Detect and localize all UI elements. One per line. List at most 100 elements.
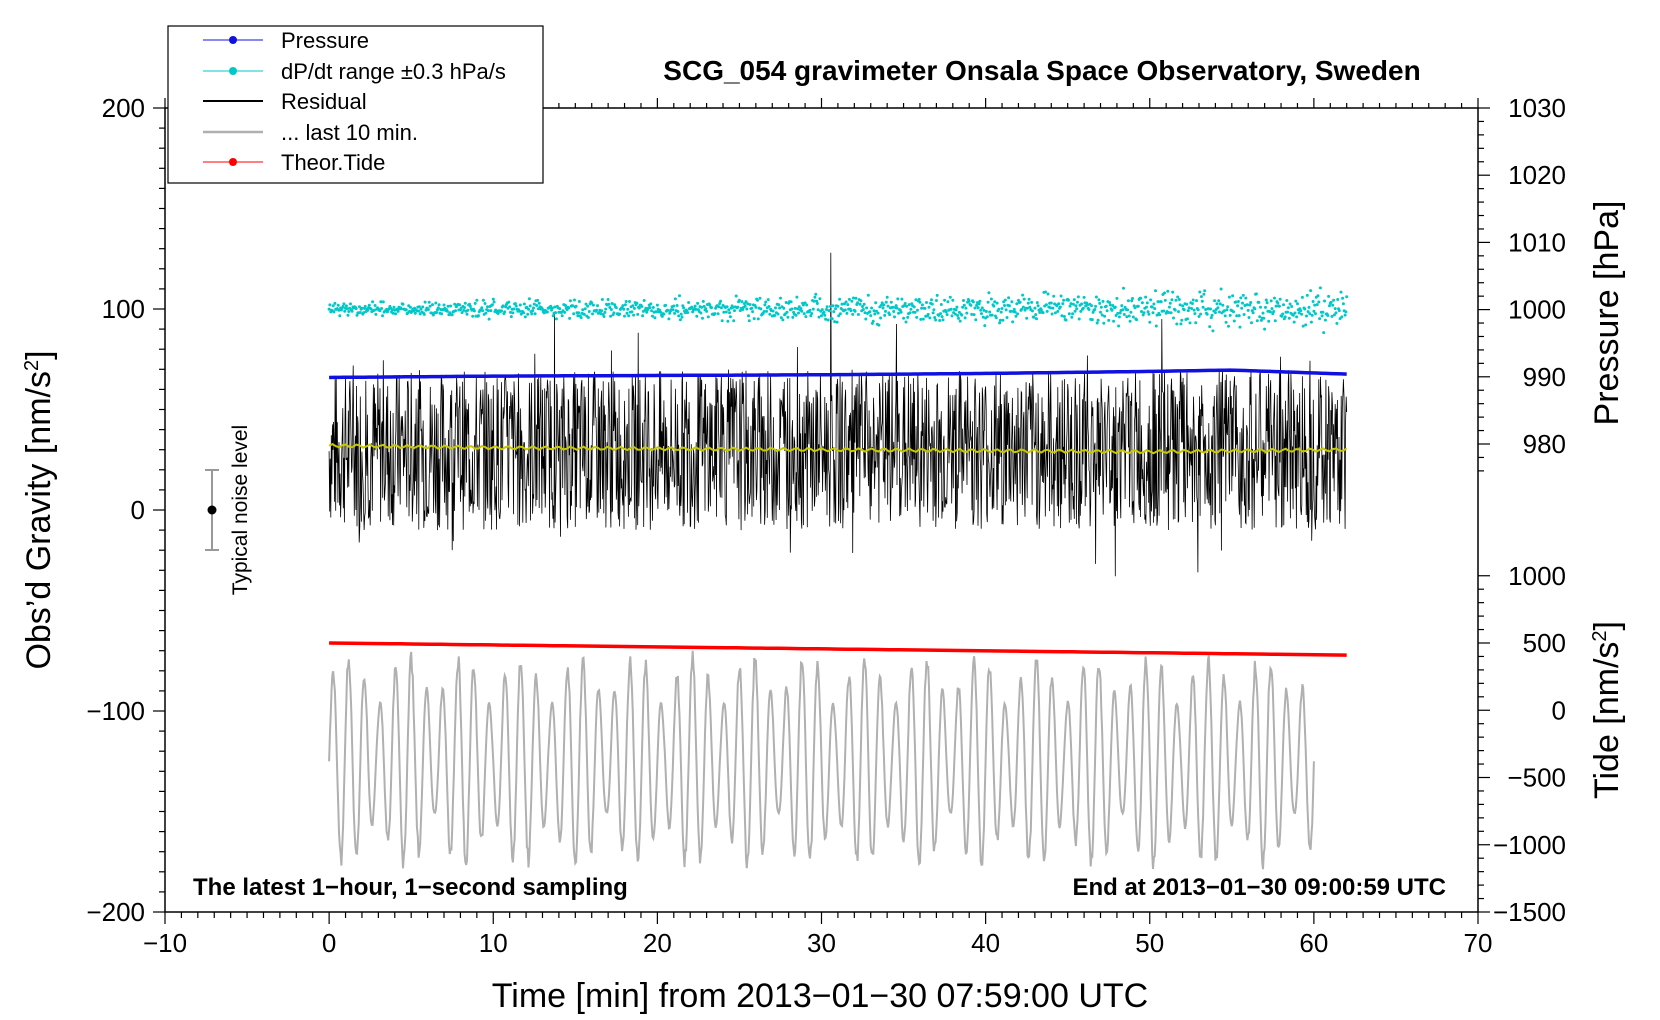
dpdt-point — [1315, 303, 1319, 307]
noise-level-label: Typical noise level — [229, 425, 252, 595]
dpdt-point — [1297, 311, 1301, 315]
dpdt-point — [899, 310, 903, 314]
dpdt-point — [1291, 313, 1295, 317]
dpdt-point — [1152, 302, 1156, 306]
dpdt-point — [941, 318, 945, 322]
dpdt-point — [349, 302, 352, 306]
dpdt-point — [1144, 295, 1148, 299]
dpdt-point — [1053, 311, 1057, 315]
dpdt-point — [1198, 290, 1202, 294]
dpdt-point — [695, 314, 699, 318]
dpdt-point — [886, 304, 890, 308]
dpdt-point — [868, 310, 872, 314]
dpdt-point — [1035, 317, 1038, 321]
dpdt-point — [940, 315, 944, 319]
dpdt-point — [1032, 315, 1036, 319]
dpdt-point — [1290, 305, 1294, 308]
dpdt-point — [727, 308, 731, 312]
dpdt-point — [1093, 308, 1097, 311]
dpdt-point — [733, 309, 736, 313]
dpdt-point — [649, 302, 653, 306]
dpdt-point — [1090, 304, 1093, 308]
dpdt-point — [430, 311, 434, 315]
dpdt-point — [1033, 306, 1037, 310]
dpdt-point — [660, 314, 664, 318]
dpdt-point — [799, 307, 803, 311]
dpdt-point — [1018, 300, 1022, 304]
dpdt-point — [1323, 299, 1326, 303]
dpdt-point — [514, 304, 518, 308]
dpdt-point — [873, 312, 877, 316]
dpdt-point — [862, 302, 866, 306]
dpdt-point — [1133, 306, 1137, 310]
dpdt-point — [1193, 312, 1197, 316]
dpdt-point — [662, 312, 666, 316]
dpdt-point — [1231, 294, 1235, 298]
dpdt-point — [773, 314, 777, 317]
dpdt-point — [990, 313, 994, 317]
dpdt-point — [824, 308, 828, 311]
dpdt-point — [1192, 308, 1196, 312]
dpdt-point — [1213, 311, 1217, 315]
dpdt-point — [1216, 306, 1220, 310]
dpdt-point — [813, 295, 817, 299]
dpdt-point — [1270, 307, 1274, 311]
dpdt-point — [1286, 310, 1290, 314]
dpdt-point — [1015, 302, 1019, 306]
dpdt-point — [682, 306, 686, 310]
dpdt-point — [834, 307, 837, 311]
dpdt-point — [635, 301, 639, 305]
dpdt-point — [363, 304, 367, 308]
dpdt-point — [756, 317, 760, 321]
dpdt-point — [1226, 305, 1230, 309]
dpdt-point — [1329, 300, 1333, 304]
dpdt-point — [830, 317, 834, 321]
dpdt-point — [1241, 293, 1245, 297]
dpdt-point — [1288, 302, 1292, 306]
dpdt-point — [726, 319, 730, 323]
dpdt-point — [1235, 314, 1239, 318]
dpdt-point — [1225, 308, 1229, 312]
dpdt-point — [1010, 300, 1014, 304]
dpdt-point — [481, 309, 485, 313]
y-axis-label-close: ] — [20, 350, 58, 359]
tide-axis-label-close: ] — [1588, 621, 1626, 630]
dpdt-point — [427, 300, 431, 304]
dpdt-point — [1205, 312, 1209, 316]
dpdt-point — [958, 319, 962, 323]
dpdt-point — [435, 311, 439, 314]
dpdt-point — [856, 313, 860, 316]
dpdt-point — [577, 311, 581, 315]
dpdt-point — [1012, 307, 1016, 311]
dpdt-point — [877, 323, 881, 327]
dpdt-point — [912, 305, 916, 309]
dpdt-point — [718, 302, 722, 305]
dpdt-point — [1177, 298, 1181, 301]
dpdt-point — [614, 306, 618, 310]
dpdt-point — [740, 300, 744, 304]
dpdt-point — [1304, 323, 1308, 327]
dpdt-point — [567, 306, 571, 310]
dpdt-point — [900, 297, 904, 301]
dpdt-point — [957, 316, 960, 320]
dpdt-point — [1154, 324, 1158, 328]
dpdt-point — [1285, 299, 1289, 302]
dpdt-point — [522, 311, 526, 315]
dpdt-point — [332, 310, 336, 314]
dpdt-point — [1181, 304, 1185, 308]
smoothed-residual-line — [328, 442, 1348, 455]
dpdt-point — [879, 316, 883, 320]
dpdt-point — [1061, 302, 1065, 306]
dpdt-point — [576, 314, 580, 318]
dpdt-point — [1241, 301, 1244, 305]
dpdt-point — [626, 307, 630, 311]
dpdt-point — [1117, 315, 1121, 319]
dpdt-point — [872, 309, 876, 313]
dpdt-point — [596, 304, 599, 308]
dpdt-point — [1334, 311, 1338, 315]
dpdt-point — [1044, 290, 1047, 294]
last10-series-line — [328, 650, 1315, 870]
dpdt-point — [436, 306, 440, 310]
legend-marker-pressure — [229, 36, 237, 44]
dpdt-point — [1310, 313, 1314, 317]
